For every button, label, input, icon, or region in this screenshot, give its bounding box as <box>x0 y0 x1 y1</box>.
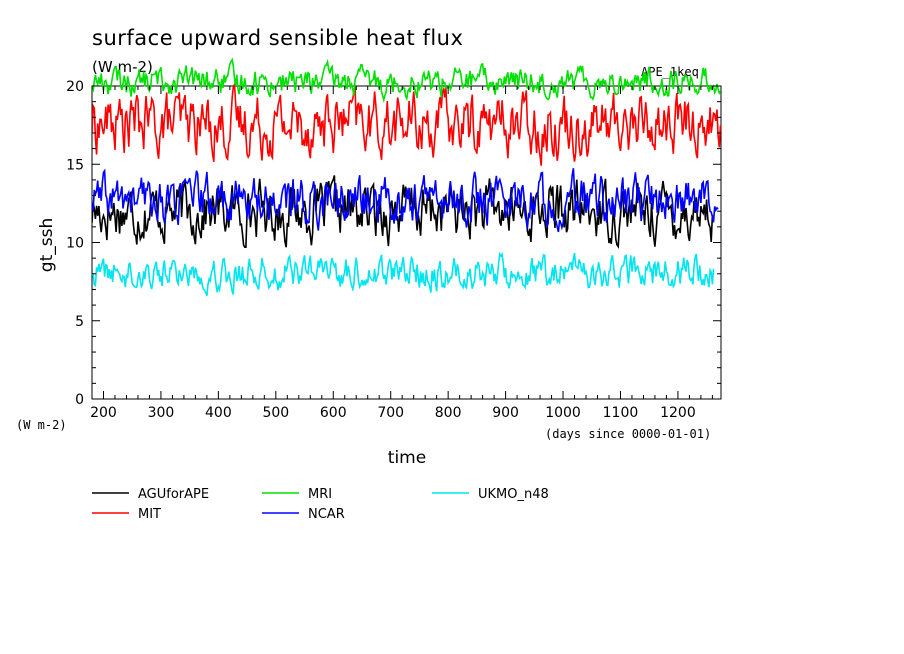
x-axis-label: time <box>388 448 426 468</box>
x-tick-label: 500 <box>262 405 289 421</box>
legend-label: MRI <box>308 487 332 502</box>
series-line-mit <box>92 81 722 166</box>
legend-label: MIT <box>138 507 161 522</box>
x-tick-label: 400 <box>205 405 232 421</box>
x-tick-label: 700 <box>377 405 404 421</box>
series-line-mri <box>92 57 722 104</box>
y-tick-label: 0 <box>75 392 84 408</box>
x-tick-label: 1100 <box>603 405 639 421</box>
x-tick-label: 900 <box>492 405 519 421</box>
x-tick-label: 200 <box>90 405 117 421</box>
y-tick-label: 20 <box>66 79 84 95</box>
y-axis-units: (W m-2) <box>16 418 67 432</box>
x-tick-label: 1000 <box>545 405 581 421</box>
series-line-ncar <box>92 168 719 233</box>
series-line-ukmo-n48 <box>92 251 715 296</box>
x-tick-label: 600 <box>320 405 347 421</box>
chart-title: surface upward sensible heat flux <box>92 26 463 50</box>
y-tick-label: 15 <box>66 157 84 173</box>
series-line-aguforape <box>92 175 714 249</box>
y-axis-label: gt_ssh <box>37 218 57 272</box>
x-tick-label: 300 <box>148 405 175 421</box>
x-tick-label: 800 <box>435 405 462 421</box>
y-tick-label: 10 <box>66 236 84 252</box>
x-tick-label: 1200 <box>660 405 696 421</box>
legend-label: UKMO_n48 <box>478 487 549 502</box>
y-tick-label: 5 <box>75 314 84 330</box>
legend-label: AGUforAPE <box>138 487 209 502</box>
legend-label: NCAR <box>308 507 345 522</box>
chart-subtitle: (W m-2) <box>92 58 153 76</box>
x-axis-units: (days since 0000-01-01) <box>545 427 711 441</box>
